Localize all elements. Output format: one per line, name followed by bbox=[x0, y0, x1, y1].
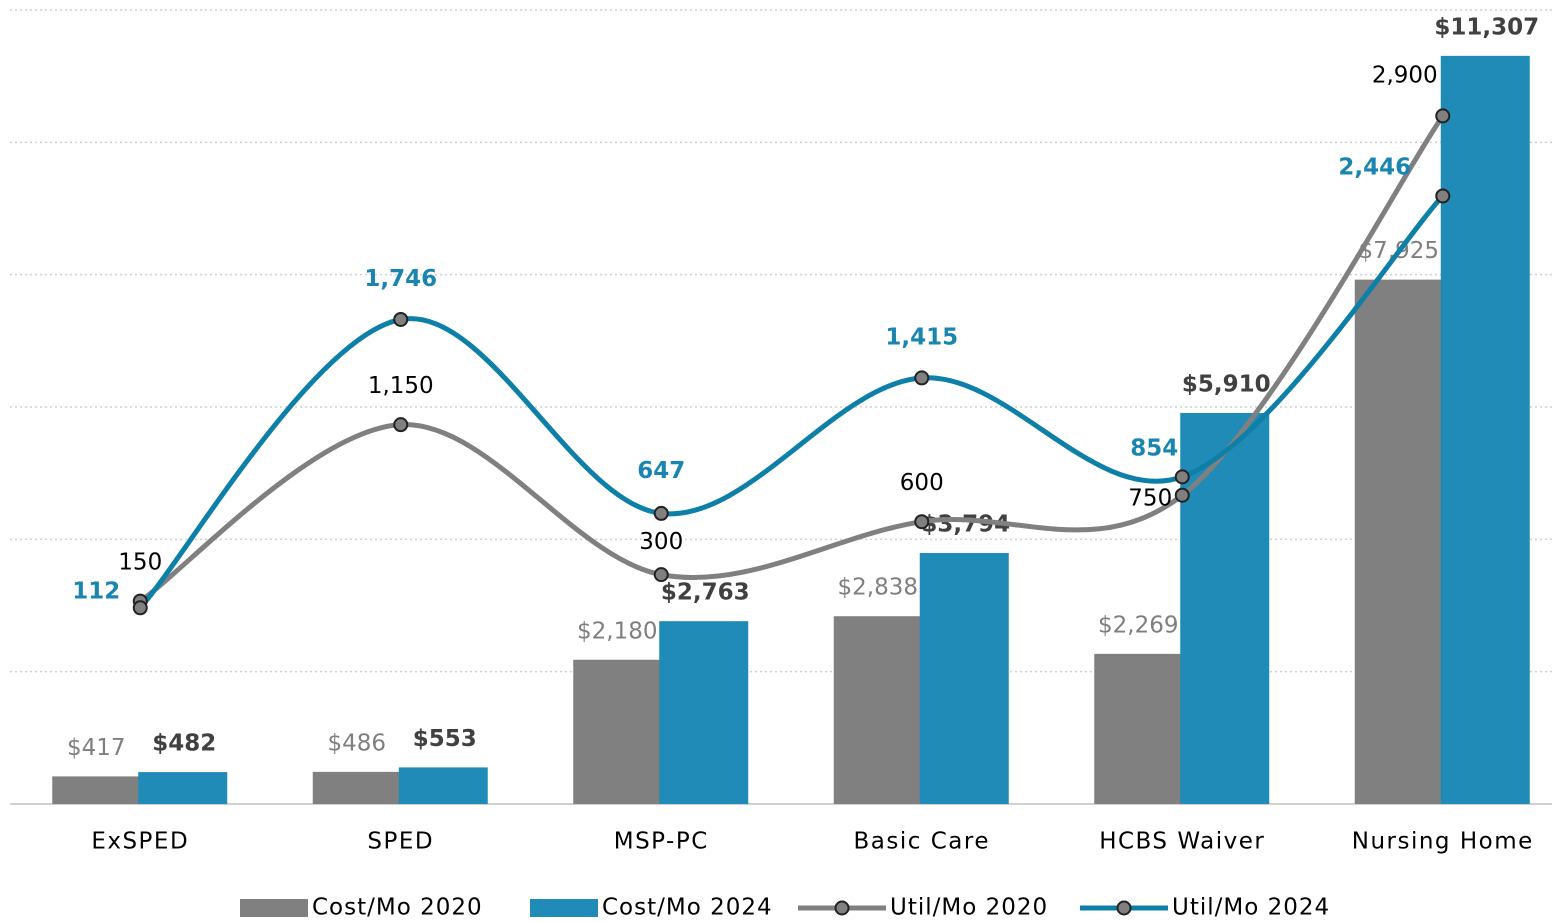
legend-label: Util/Mo 2020 bbox=[890, 895, 1048, 921]
data-label: 1,746 bbox=[364, 266, 437, 292]
data-label: 647 bbox=[637, 458, 685, 484]
line-marker bbox=[653, 505, 669, 521]
bar bbox=[573, 659, 662, 804]
data-label: 854 bbox=[1130, 435, 1178, 461]
line-marker bbox=[1174, 469, 1190, 485]
data-label: 150 bbox=[118, 550, 162, 576]
line-marker bbox=[914, 370, 930, 386]
line bbox=[138, 194, 1445, 610]
x-tick-label: Basic Care bbox=[854, 829, 990, 855]
data-label: $553 bbox=[413, 726, 477, 752]
data-label: $11,307 bbox=[1434, 14, 1539, 40]
legend-swatch bbox=[1116, 900, 1132, 916]
data-label: 600 bbox=[900, 470, 944, 496]
data-label: 1,150 bbox=[368, 373, 434, 399]
bar bbox=[1354, 279, 1443, 805]
x-tick-label: HCBS Waiver bbox=[1099, 829, 1265, 855]
bar bbox=[52, 776, 141, 804]
legend-label: Cost/Mo 2020 bbox=[312, 895, 483, 921]
legend-swatch bbox=[240, 899, 308, 917]
x-tick-label: ExSPED bbox=[91, 829, 189, 855]
x-tick-label: SPED bbox=[367, 829, 434, 855]
data-label: 300 bbox=[639, 529, 683, 555]
bar bbox=[833, 616, 922, 804]
line-marker bbox=[1174, 487, 1190, 503]
bar bbox=[919, 552, 1009, 804]
data-label: $2,269 bbox=[1098, 612, 1178, 638]
data-label: $482 bbox=[152, 731, 216, 757]
line bbox=[138, 114, 1445, 604]
data-label: 1,415 bbox=[885, 324, 958, 350]
line-marker bbox=[653, 567, 669, 583]
bar bbox=[1094, 653, 1183, 804]
line-marker bbox=[393, 311, 409, 327]
data-label: $417 bbox=[67, 735, 126, 761]
legend-label: Util/Mo 2024 bbox=[1172, 895, 1330, 921]
data-label: 112 bbox=[72, 578, 120, 604]
data-label: 2,900 bbox=[1372, 62, 1438, 88]
bar bbox=[312, 771, 401, 804]
data-label: $2,180 bbox=[577, 618, 657, 644]
data-label: $5,910 bbox=[1182, 371, 1271, 397]
bar bbox=[398, 767, 488, 804]
x-tick-label: Nursing Home bbox=[1352, 829, 1534, 855]
data-label: 2,446 bbox=[1338, 154, 1411, 180]
bar bbox=[659, 621, 749, 804]
data-label: 750 bbox=[1128, 486, 1172, 512]
line-marker bbox=[393, 417, 409, 433]
line-marker bbox=[1435, 188, 1451, 204]
bar bbox=[138, 772, 228, 804]
legend-swatch bbox=[530, 899, 598, 917]
bar bbox=[1440, 55, 1530, 804]
line-marker bbox=[1435, 108, 1451, 124]
data-label: $2,838 bbox=[838, 575, 918, 601]
legend-swatch bbox=[834, 900, 850, 916]
data-label: $2,763 bbox=[661, 580, 750, 606]
x-tick-label: MSP-PC bbox=[614, 829, 709, 855]
line-marker bbox=[132, 600, 148, 616]
line-marker bbox=[914, 514, 930, 530]
data-label: $486 bbox=[327, 730, 386, 756]
bar bbox=[1180, 412, 1270, 804]
legend-label: Cost/Mo 2024 bbox=[602, 895, 773, 921]
